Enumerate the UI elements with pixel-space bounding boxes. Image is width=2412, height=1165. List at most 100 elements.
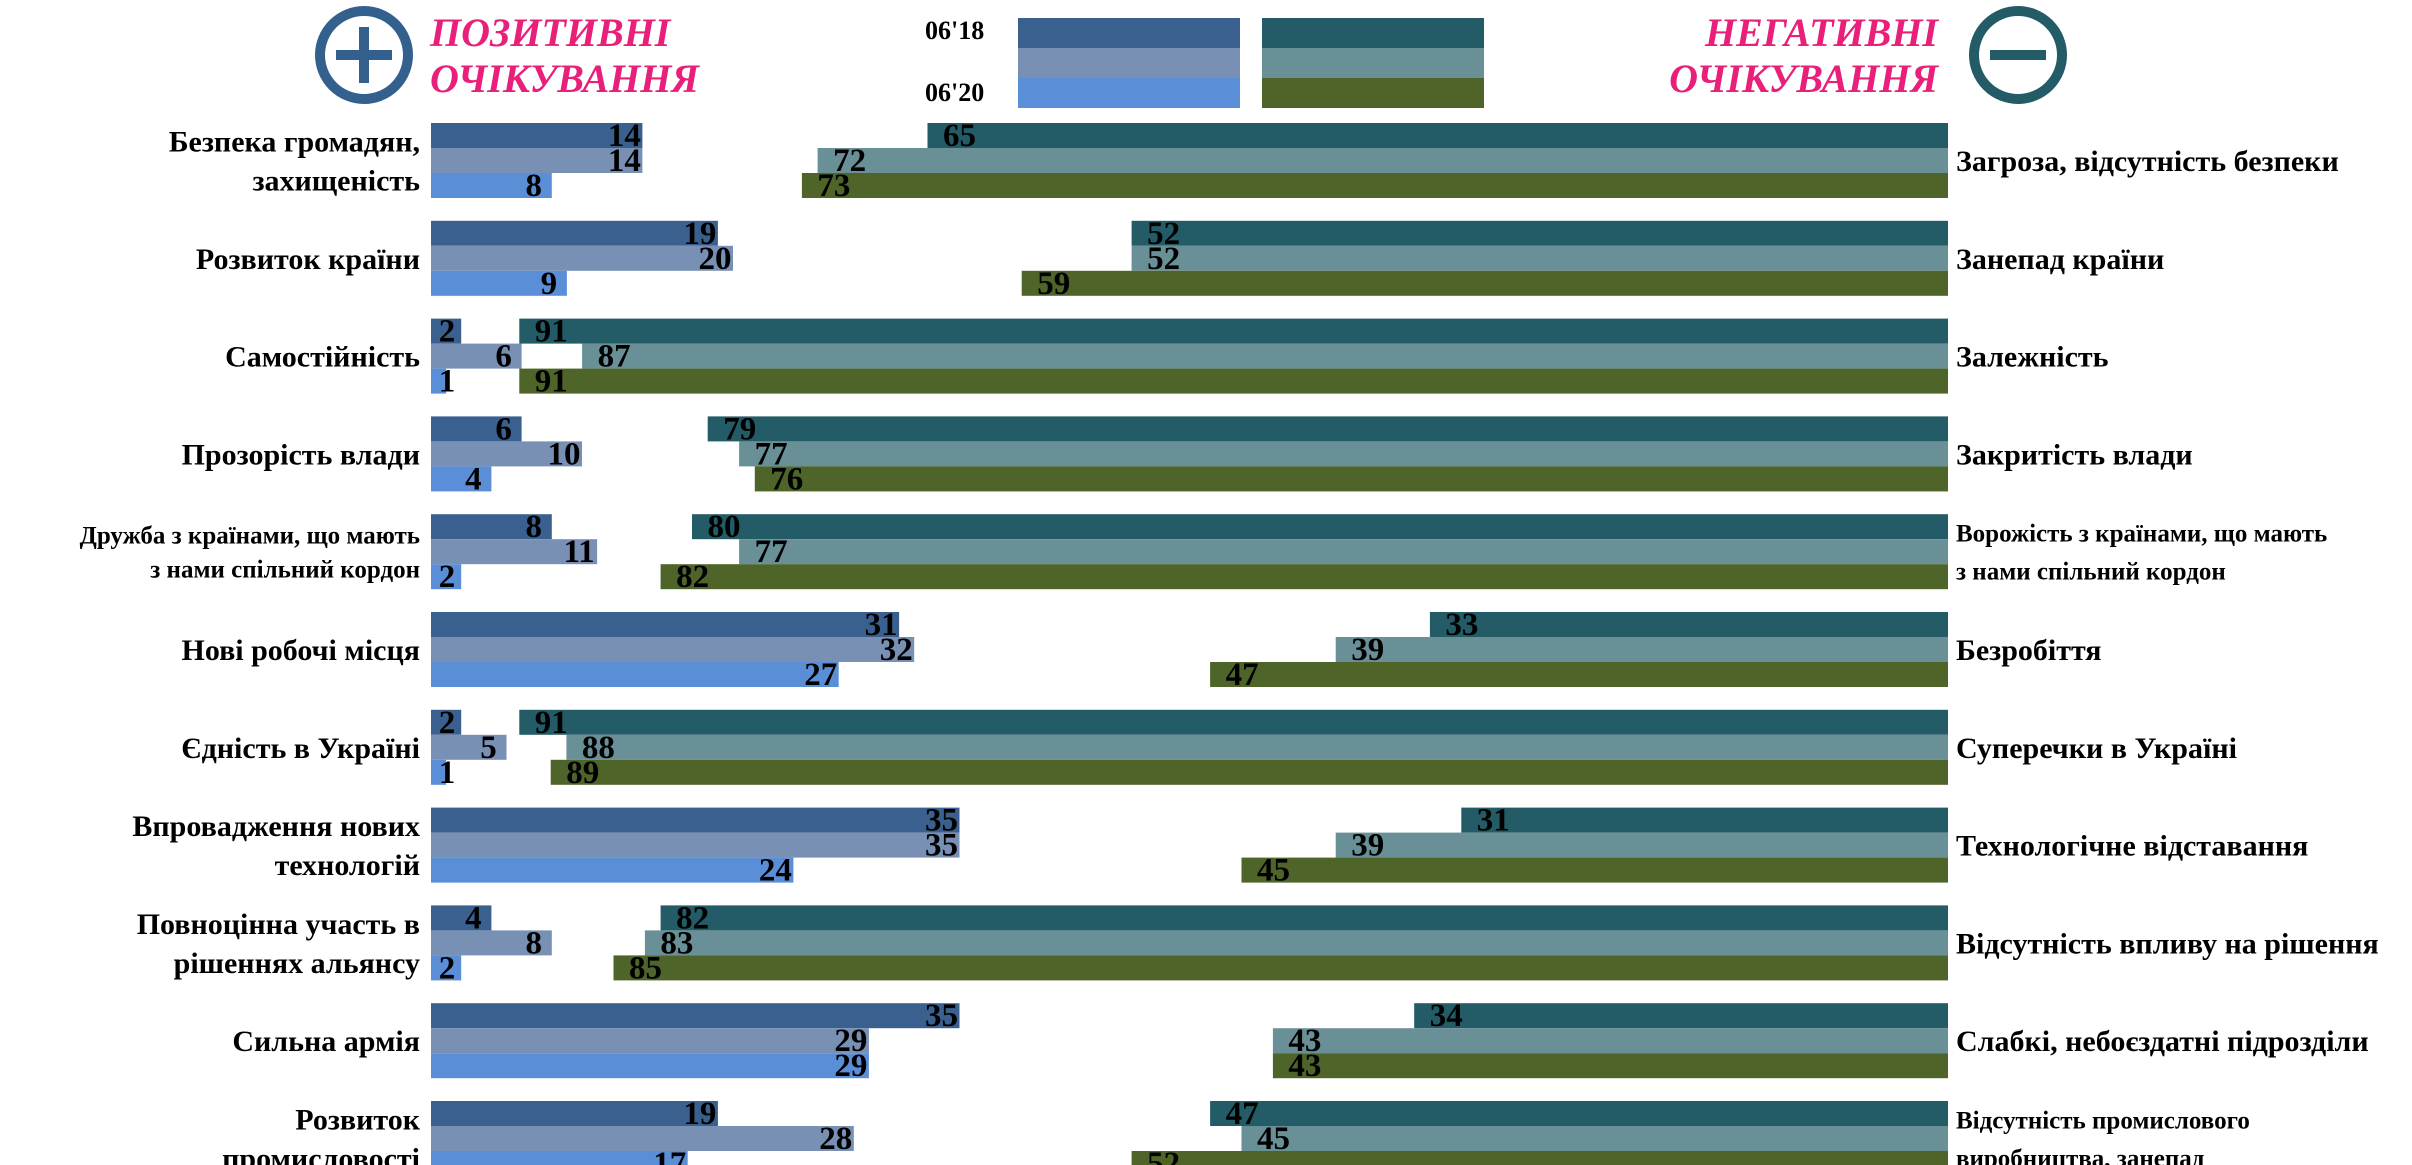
positive-bar	[431, 343, 522, 369]
negative-bar-value: 85	[629, 950, 662, 986]
positive-bar-value: 24	[759, 853, 792, 889]
negative-category-label: виробництва, занепад	[1956, 1145, 2205, 1165]
negative-bar	[1210, 662, 1948, 687]
positive-category-label: промисловості	[222, 1143, 420, 1165]
positive-bar-value: 8	[526, 925, 543, 961]
positive-bar	[431, 148, 643, 173]
negative-category-label: Занепад країни	[1956, 243, 2164, 276]
positive-bar	[431, 905, 492, 931]
positive-category-label: Нові робочі місця	[182, 634, 421, 667]
negative-bar	[739, 441, 1948, 467]
negative-category-label: Ворожість з країнами, що мають	[1956, 520, 2327, 547]
negative-category-label: з нами спільний кордон	[1956, 558, 2226, 585]
positive-bar	[431, 662, 839, 687]
positive-bar-value: 20	[699, 241, 732, 277]
positive-bar-value: 11	[564, 534, 595, 570]
negative-bar	[519, 368, 1948, 394]
legend-label-06-18: 06'18	[925, 16, 985, 45]
negative-bar-value: 59	[1037, 266, 1070, 302]
negative-bar-value: 91	[535, 705, 568, 741]
positive-category-label: рішеннях альянсу	[174, 947, 420, 980]
positive-title: ПОЗИТИВНІ ОЧІКУВАННЯ	[430, 10, 699, 102]
positive-bar-value: 8	[526, 509, 543, 545]
positive-bar	[431, 564, 462, 590]
plus-circle-icon	[315, 6, 413, 104]
positive-category-label: Повноцінна участь в	[137, 908, 420, 941]
negative-bar	[1272, 1053, 1948, 1079]
positive-category-label: Розвиток	[295, 1104, 420, 1137]
legend-swatch-negative-2	[1262, 48, 1484, 78]
negative-bar-value: 52	[1147, 1146, 1180, 1165]
positive-bar-value: 2	[439, 314, 456, 350]
positive-bar-value: 1	[439, 755, 456, 791]
positive-bar	[431, 514, 552, 540]
negative-bar	[582, 343, 1948, 369]
positive-bar	[431, 245, 733, 271]
negative-bar	[801, 173, 1948, 198]
negative-bar	[927, 123, 1948, 148]
negative-bar-value: 73	[817, 168, 850, 204]
negative-bar	[817, 148, 1948, 173]
positive-bar-value: 2	[439, 705, 456, 741]
positive-bar-value: 14	[608, 143, 641, 179]
positive-bar	[431, 441, 582, 467]
positive-bar-value: 4	[465, 900, 482, 936]
negative-bar	[707, 416, 1949, 442]
positive-bar	[431, 1151, 688, 1165]
positive-bar	[431, 807, 960, 833]
negative-category-label: Закритість влади	[1956, 438, 2193, 471]
negative-bar	[613, 955, 1948, 981]
negative-bar	[754, 466, 1948, 492]
negative-bar-value: 91	[535, 364, 568, 400]
negative-bar	[1241, 1126, 1948, 1151]
positive-bar	[431, 368, 447, 394]
positive-category-label: Сильна армія	[232, 1025, 420, 1058]
negative-bar	[566, 734, 1948, 760]
positive-bar	[431, 270, 567, 296]
positive-category-label: Єдність в Україні	[181, 732, 420, 765]
negative-bar	[1021, 270, 1948, 296]
legend-label-06-20: 06'20	[925, 78, 985, 107]
positive-bar-value: 32	[880, 632, 913, 668]
legend-swatch-negative-3	[1262, 78, 1484, 108]
negative-bar	[692, 514, 1948, 540]
negative-bar-value: 80	[708, 509, 741, 545]
positive-bar	[431, 1053, 869, 1079]
legend-swatch-positive-1	[1018, 18, 1240, 48]
positive-bar	[431, 173, 552, 198]
negative-bar	[1272, 1028, 1948, 1054]
negative-title-line-2: ОЧІКУВАННЯ	[1669, 56, 1938, 101]
positive-bar	[431, 857, 794, 883]
negative-bar	[519, 318, 1948, 344]
positive-category-label: Розвиток країни	[196, 243, 420, 276]
negative-category-label: Технологічне відставання	[1956, 830, 2308, 863]
positive-category-label: Дружба з країнами, що мають	[80, 522, 420, 549]
negative-category-label: Загроза, відсутність безпеки	[1956, 145, 2339, 178]
negative-bar-value: 76	[770, 461, 803, 497]
negative-bar	[660, 905, 1948, 931]
positive-bar-value: 2	[439, 950, 456, 986]
positive-bar	[431, 1003, 960, 1029]
positive-category-label: технологій	[275, 849, 420, 882]
negative-bar	[1131, 220, 1948, 246]
positive-bar	[431, 759, 447, 785]
positive-bar	[431, 955, 462, 981]
negative-category-label: Відсутність впливу на рішення	[1956, 927, 2379, 960]
negative-category-label: Безробіття	[1956, 634, 2102, 667]
legend-swatch-positive-3	[1018, 78, 1240, 108]
negative-bar-value: 45	[1257, 853, 1290, 889]
positive-bar	[431, 637, 915, 662]
negative-bar	[1461, 807, 1948, 833]
negative-bar	[1210, 1101, 1948, 1126]
negative-bar	[739, 539, 1948, 565]
negative-title: НЕГАТИВНІ ОЧІКУВАННЯ	[1669, 10, 1938, 102]
positive-bar	[431, 220, 718, 246]
positive-category-label: з нами спільний кордон	[150, 556, 420, 583]
positive-bar	[431, 1101, 718, 1126]
negative-bar-value: 82	[676, 559, 709, 595]
negative-category-label: Суперечки в Україні	[1956, 732, 2237, 765]
negative-title-line-1: НЕГАТИВНІ	[1704, 10, 1938, 55]
positive-bar	[431, 930, 552, 956]
positive-title-line-2: ОЧІКУВАННЯ	[430, 56, 699, 101]
